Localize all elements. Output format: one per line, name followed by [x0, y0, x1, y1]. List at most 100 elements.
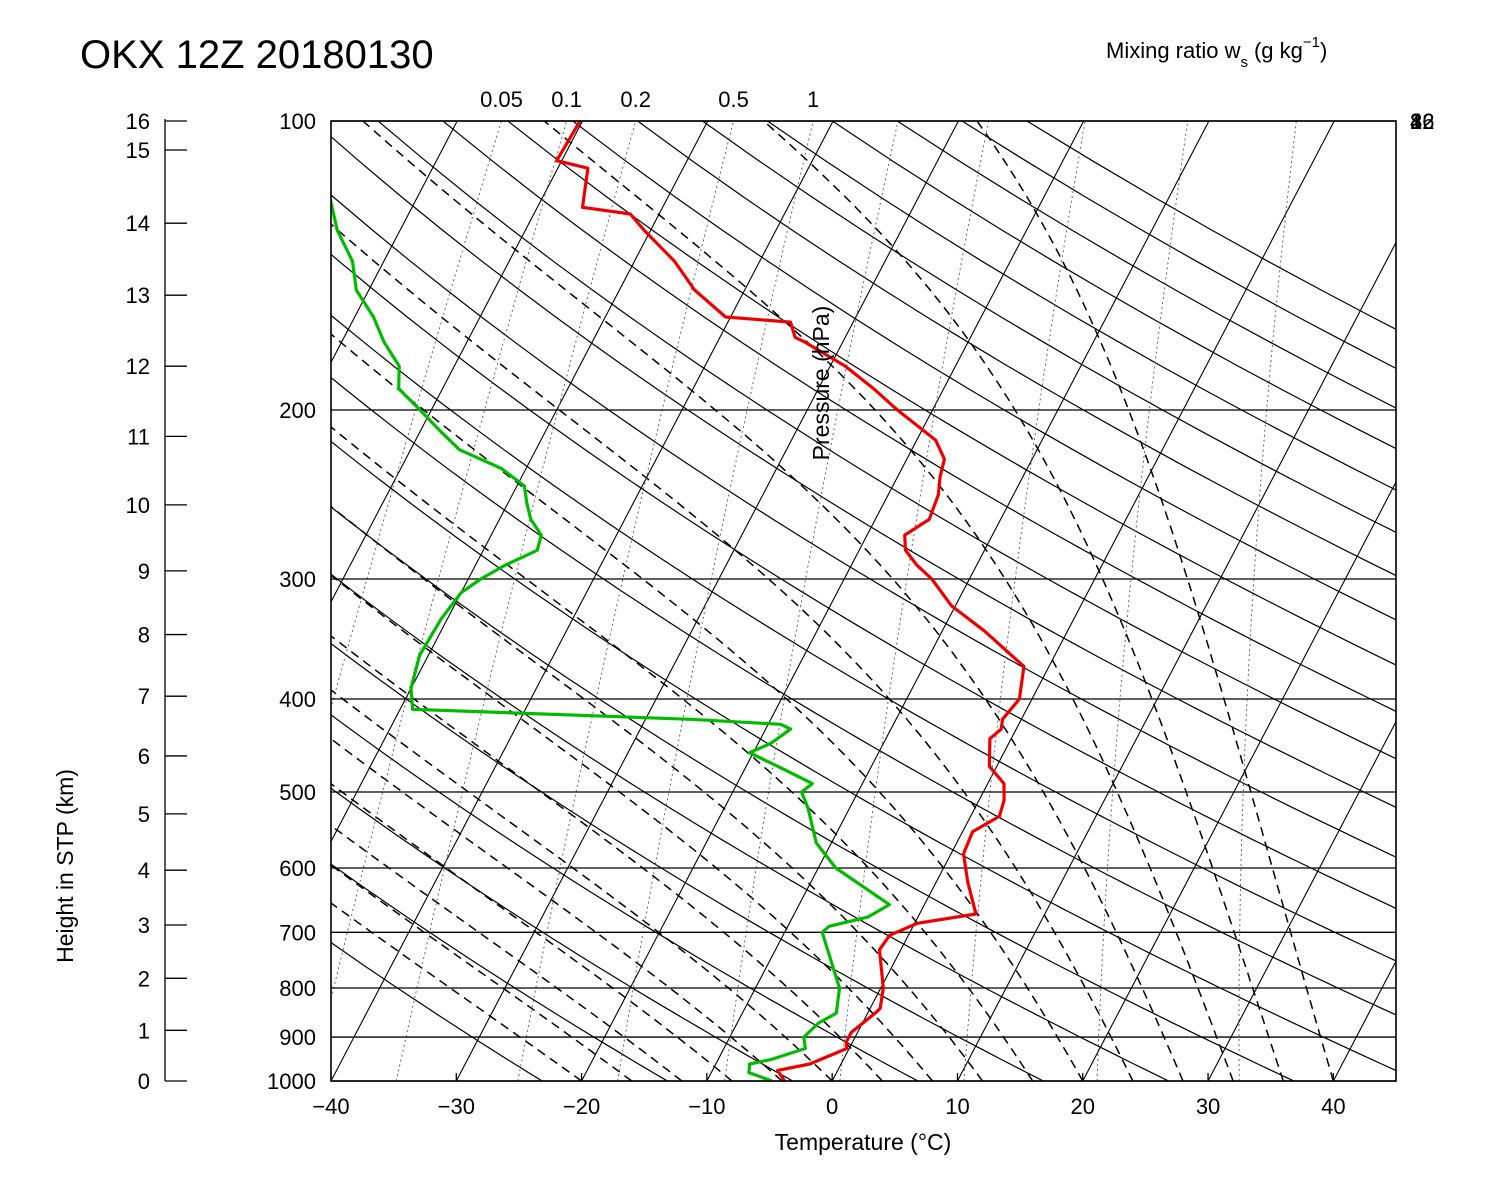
x-tick-label: −30 [438, 1094, 475, 1119]
dry-adiabat-line [331, 194, 1396, 858]
pressure-tick-label: 600 [279, 856, 316, 881]
height-tick-label: 4 [138, 858, 150, 883]
temperature-trace [555, 121, 1026, 1081]
height-tick-label: 0 [138, 1069, 150, 1094]
moist-adiabat-line [331, 782, 733, 1081]
x-tick-label: 20 [1071, 1094, 1095, 1119]
height-tick-label: 10 [126, 493, 150, 518]
pressure-tick-label: 200 [279, 398, 316, 423]
mixing-ratio-right-label: 8 [1410, 109, 1422, 134]
height-tick-label: 5 [138, 802, 150, 827]
pressure-tick-label: 900 [279, 1025, 316, 1050]
moist-adiabat-line [331, 425, 1034, 1081]
pressure-tick-label: 500 [279, 780, 316, 805]
moist-adiabat-line [331, 635, 883, 1081]
dry-adiabat-line [377, 121, 1396, 760]
mixing-ratio-line [839, 121, 989, 1081]
dry-adiabat-line [331, 376, 1396, 1016]
moist-adiabat-line [763, 121, 1284, 1081]
x-tick-label: −10 [688, 1094, 725, 1119]
moist-adiabat-line [331, 824, 683, 1081]
moist-adiabat-line [331, 689, 833, 1081]
dry-adiabat-line [331, 253, 1396, 910]
dry-adiabat-line [331, 714, 919, 1081]
dry-adiabat-line [331, 314, 1396, 962]
plot-frame [330, 120, 1397, 1082]
pressure-axis-title: Pressure (hPa) [808, 306, 834, 461]
isotherm-line [1207, 720, 1396, 1081]
dry-adiabat-line [572, 121, 1396, 621]
height-tick-label: 8 [138, 623, 150, 648]
mixing-ratio-line [724, 121, 899, 1081]
dry-adiabat-line [331, 863, 668, 1081]
pressure-tick-label: 1000 [267, 1069, 316, 1094]
dry-adiabat-line [331, 642, 1044, 1081]
dry-adiabat-line [507, 121, 1396, 666]
height-tick-label: 15 [126, 138, 150, 163]
x-tick-label: −40 [312, 1094, 349, 1119]
moist-adiabat-line [331, 737, 783, 1081]
dry-adiabat-line [331, 135, 1396, 809]
mixing-ratio-top-label: 0.05 [480, 87, 523, 112]
pressure-tick-label: 700 [279, 920, 316, 945]
isotherm-line [581, 121, 1085, 1081]
height-tick-label: 14 [126, 211, 150, 236]
isotherm-line [331, 121, 458, 364]
isotherm-line [1459, 121, 1500, 1081]
isotherm-line [956, 241, 1396, 1081]
chart-title: OKX 12Z 20180130 [80, 33, 434, 77]
x-tick-label: 10 [945, 1094, 969, 1119]
mixing-ratio-line [963, 121, 1086, 1081]
mixing-ratio-top-label: 0.5 [718, 87, 749, 112]
dry-adiabat-line [331, 506, 1295, 1081]
isotherm-line [331, 121, 834, 1081]
mixing-ratio-top-label: 0.2 [620, 87, 651, 112]
isotherm-line [1082, 480, 1396, 1081]
pressure-tick-label: 800 [279, 976, 316, 1001]
moist-adiabat-line [331, 223, 1134, 1081]
isotherm-line [0, 121, 207, 1081]
dry-adiabat-line [331, 573, 1169, 1081]
dry-adiabat-line [1026, 121, 1396, 330]
dry-adiabat-line [702, 121, 1396, 533]
height-tick-label: 16 [126, 109, 150, 134]
height-tick-label: 11 [127, 424, 150, 449]
x-tick-label: 30 [1196, 1094, 1220, 1119]
height-tick-label: 13 [126, 283, 150, 308]
moist-adiabat-line [331, 333, 1084, 1081]
mixing-ratio-line [617, 121, 814, 1081]
mixing-ratio-line [395, 121, 637, 1081]
axis-labels: −40 −30 −20 −10 0 10 20 30 401002003004005006007… [126, 87, 1435, 1119]
mixing-ratio-right-label: 16 [1410, 109, 1434, 134]
mixing-ratio-right-label: 4 [1410, 109, 1422, 134]
dry-adiabat-line [637, 121, 1396, 577]
mixing-ratio-right-label: 32 [1410, 109, 1434, 134]
dry-adiabat-line [331, 787, 793, 1081]
height-axis-title: Height in STP (km) [52, 769, 78, 963]
sounding-traces [331, 121, 1026, 1081]
mixing-ratio-line [517, 121, 735, 1081]
mixing-ratio-right-label: 2 [1410, 109, 1422, 134]
height-tick-label: 6 [138, 744, 150, 769]
height-tick-label: 2 [138, 966, 150, 991]
pressure-tick-label: 300 [279, 567, 316, 592]
dry-adiabat-line [331, 941, 543, 1081]
moist-adiabat-line [976, 121, 1335, 1081]
height-tick-label: 9 [138, 559, 150, 584]
height-tick-label: 7 [138, 684, 150, 709]
thermodynamic-grid [0, 121, 1500, 1081]
height-tick-label: 12 [126, 354, 150, 379]
pressure-tick-label: 100 [279, 109, 316, 134]
dry-adiabat-line [831, 121, 1396, 450]
x-axis-title: Temperature (°C) [775, 1129, 952, 1155]
height-tick-label: 3 [138, 913, 150, 938]
mixing-ratio-top-label: 1 [807, 87, 819, 112]
mixing-ratio-top-label: 0.1 [551, 87, 582, 112]
dry-adiabat-line [442, 121, 1396, 712]
dry-adiabat-line [331, 440, 1396, 1072]
dewpoint-trace [331, 195, 891, 1081]
height-tick-label: 1 [138, 1018, 150, 1043]
pressure-tick-label: 400 [279, 687, 316, 712]
mixing-ratio-line [331, 121, 568, 1002]
